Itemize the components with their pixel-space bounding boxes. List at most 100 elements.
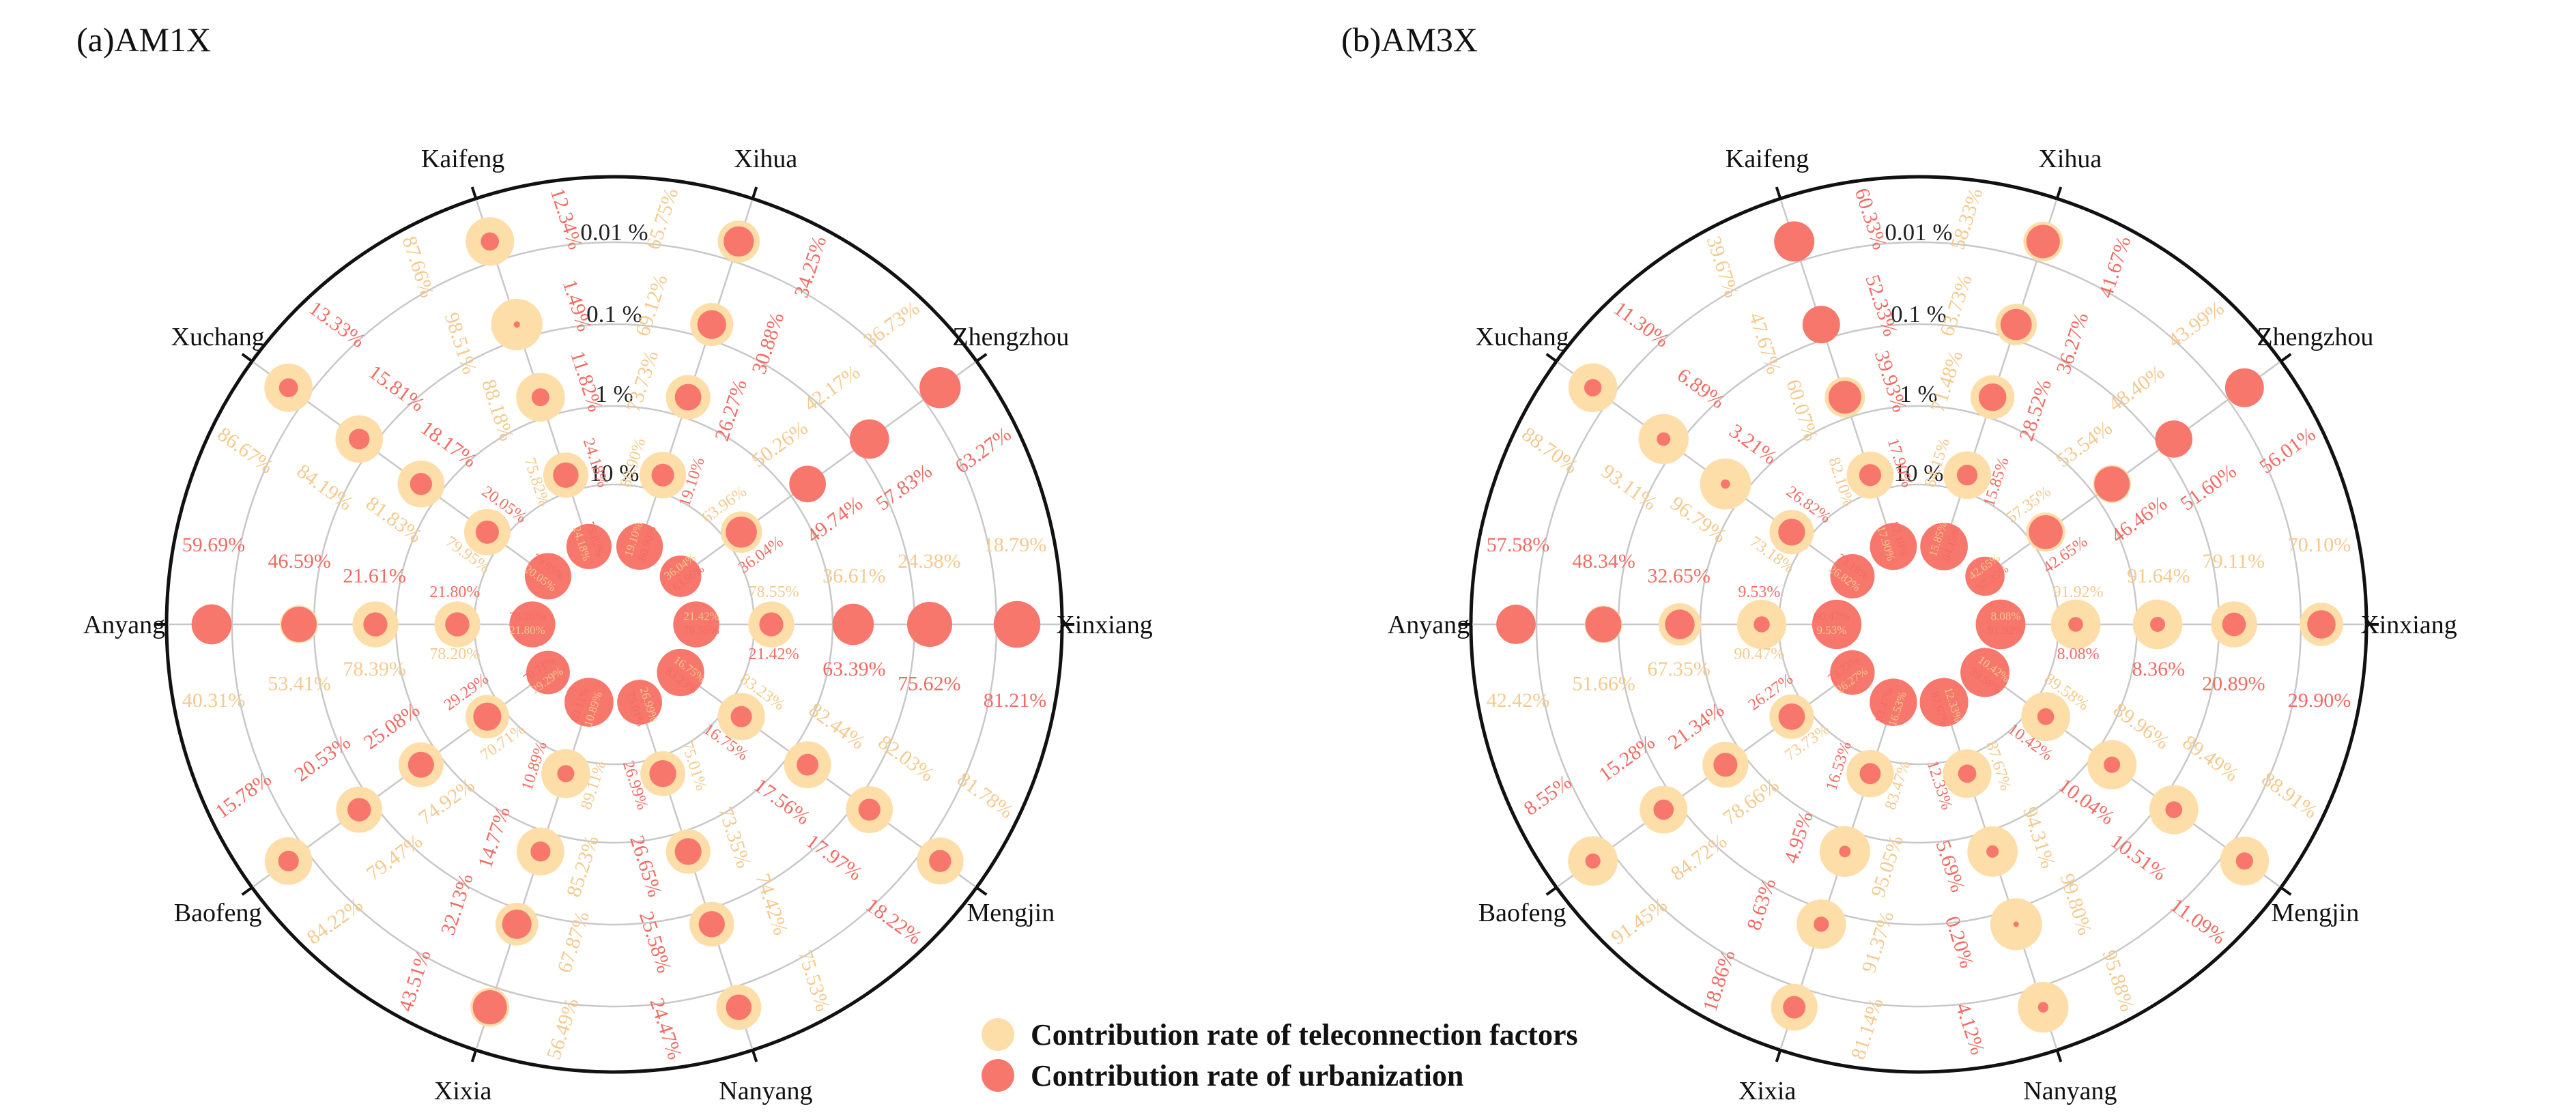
site-label: Nanyang	[719, 1077, 812, 1105]
radial-tick-label: 10 %	[590, 460, 640, 487]
panel-title: (a)AM1X	[76, 20, 211, 59]
data-label-teleconnection: 39.67%	[1702, 233, 1743, 300]
axis-tick	[241, 885, 255, 896]
bubble-urbanization	[445, 612, 470, 637]
data-label-urbanization: 8.08%	[2057, 646, 2100, 663]
bubble-urbanization	[674, 383, 702, 411]
data-label-teleconnection: 84.72%	[1667, 830, 1731, 885]
site-label: Anyang	[1388, 611, 1470, 639]
bubble-urbanization	[1585, 606, 1622, 643]
data-label-teleconnection: 36.61%	[822, 565, 886, 588]
site-label: Xinxiang	[1056, 611, 1152, 639]
site-label: Xihua	[2038, 145, 2102, 173]
data-label-teleconnection: 36.73%	[859, 297, 924, 352]
bubble-urbanization	[657, 648, 704, 697]
bubble-urbanization	[789, 465, 826, 503]
data-label-urbanization: 90.47%	[1814, 610, 1849, 623]
bubble-urbanization	[347, 798, 371, 822]
bubble-urbanization	[481, 232, 500, 251]
bubble-urbanization	[674, 838, 702, 865]
data-label-urbanization: 75.62%	[898, 673, 961, 695]
data-label-urbanization: 30.88%	[747, 310, 788, 377]
bubble-urbanization	[2224, 368, 2264, 407]
site-label: Xinxiang	[2360, 611, 2457, 639]
bubble-urbanization	[616, 523, 663, 570]
site-label: Xuchang	[1476, 323, 1569, 351]
bubble-urbanization	[2013, 921, 2019, 927]
bubble-urbanization	[1978, 383, 2007, 411]
bubble-urbanization	[1754, 616, 1770, 633]
data-label-urbanization: 78.20%	[509, 610, 545, 623]
data-label-teleconnection: 56.49%	[543, 996, 584, 1062]
data-label-urbanization: 34.25%	[790, 233, 831, 300]
bubble-urbanization	[278, 378, 298, 398]
data-label-urbanization: 11.09%	[2166, 894, 2230, 949]
data-label-urbanization: 17.97%	[802, 830, 866, 885]
axis-tick	[2278, 885, 2292, 896]
bubble-urbanization	[919, 366, 961, 409]
data-label-urbanization: 26.27%	[711, 377, 752, 444]
axis-tick	[2055, 1048, 2063, 1062]
axis-tick	[1775, 1048, 1782, 1062]
bubble-urbanization	[1778, 519, 1805, 546]
data-label-urbanization: 36.27%	[2052, 310, 2093, 377]
data-label-teleconnection: 78.39%	[343, 658, 406, 680]
data-label-urbanization: 78.55%	[683, 624, 719, 637]
data-label-urbanization: 10.51%	[2106, 830, 2171, 885]
bubble-urbanization	[1920, 523, 1968, 570]
bubble-urbanization	[759, 612, 784, 637]
data-label-urbanization: 8.55%	[1519, 770, 1575, 820]
panel-am1x: (a)AM1X Zhengzhou Xinxiang Mengjin Nanyang X…	[76, 20, 1153, 1105]
bubble-urbanization	[1657, 432, 1671, 446]
bubble-urbanization	[2104, 756, 2121, 773]
data-label-teleconnection: 9.53%	[1816, 624, 1846, 637]
data-label-urbanization: 59.69%	[182, 534, 246, 556]
data-label-teleconnection: 86.67%	[213, 423, 277, 478]
axis-tick	[2278, 353, 2292, 364]
data-label-urbanization: 48.34%	[1572, 550, 1635, 573]
data-label-teleconnection: 60.07%	[1781, 377, 1822, 444]
bubble-urbanization	[659, 555, 702, 597]
axis-tick	[2055, 186, 2063, 201]
bubble-urbanization	[2235, 852, 2253, 870]
data-label-teleconnection: 43.99%	[2164, 297, 2228, 352]
data-label-urbanization: 6.89%	[1673, 364, 1729, 413]
data-label-urbanization: 15.78%	[211, 768, 275, 823]
bubble-urbanization	[281, 607, 317, 642]
panel-title: (b)AM3X	[1341, 20, 1478, 59]
data-label-urbanization: 5.69%	[1931, 838, 1969, 895]
data-label-teleconnection: 78.55%	[749, 583, 799, 601]
bubble-urbanization	[730, 706, 752, 727]
data-label-teleconnection: 24.38%	[898, 550, 961, 573]
bubble-urbanization	[1960, 648, 2010, 697]
data-label-teleconnection: 21.80%	[509, 624, 545, 637]
bubble-urbanization	[475, 520, 499, 544]
bubble-urbanization	[726, 516, 757, 548]
bubble-urbanization	[526, 650, 570, 695]
bubble-urbanization	[1870, 523, 1917, 570]
bubble-urbanization	[1812, 599, 1862, 650]
data-label-urbanization: 32.13%	[437, 871, 478, 938]
radial-tick-label: 0.01 %	[580, 219, 648, 246]
data-label-urbanization: 13.33%	[305, 297, 369, 352]
data-label-urbanization: 8.63%	[1743, 875, 1780, 933]
data-label-urbanization: 0.20%	[1941, 914, 1978, 971]
site-label: Baofeng	[1478, 899, 1566, 927]
bubble-urbanization	[557, 765, 575, 783]
data-label-teleconnection: 78.20%	[429, 646, 480, 663]
data-label-urbanization: 4.95%	[1779, 809, 1817, 866]
bubble-urbanization	[1774, 221, 1815, 262]
data-label-teleconnection: 74.42%	[751, 871, 792, 938]
data-label-teleconnection: 40.31%	[182, 689, 246, 712]
bubble-urbanization	[1665, 609, 1695, 639]
bubble-urbanization	[1965, 556, 2005, 596]
site-label: Xixia	[1738, 1077, 1797, 1105]
bubble-urbanization	[410, 473, 433, 495]
axis-tick	[974, 885, 988, 896]
data-label-urbanization: 56.01%	[2255, 423, 2319, 478]
data-label-urbanization: 29.90%	[2288, 689, 2351, 712]
data-label-urbanization: 11.30%	[1609, 297, 1673, 351]
bubble-urbanization	[2037, 708, 2055, 725]
data-label-urbanization: 28.52%	[2015, 377, 2056, 444]
bubble-urbanization	[2165, 801, 2183, 818]
